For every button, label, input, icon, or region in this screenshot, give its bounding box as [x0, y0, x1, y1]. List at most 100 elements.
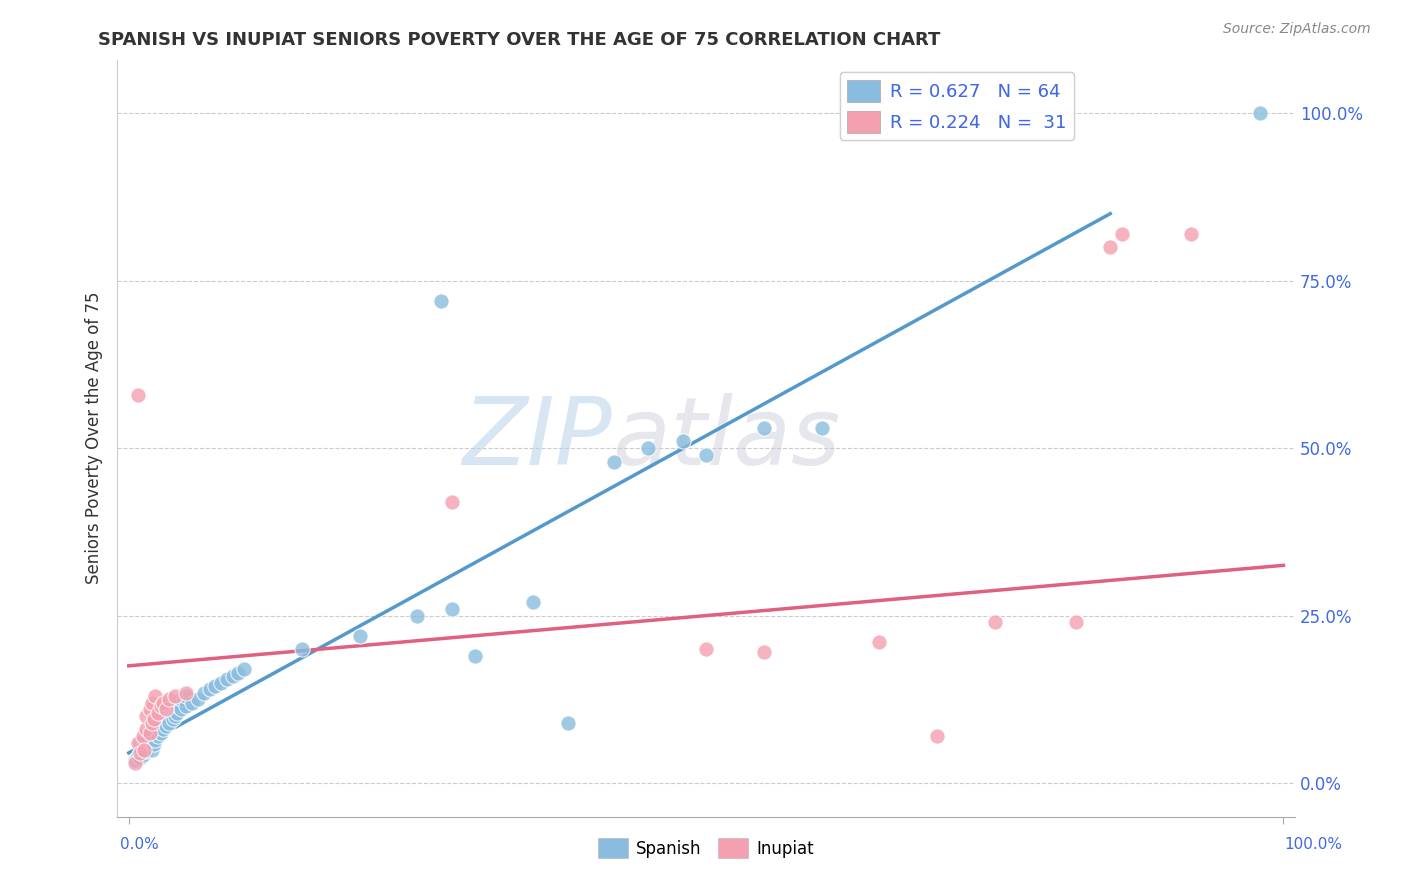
Point — [127, 749, 149, 764]
Point — [135, 744, 157, 758]
Point — [135, 709, 157, 723]
Point — [167, 698, 190, 713]
Point — [152, 723, 174, 737]
Point — [143, 737, 166, 751]
Point — [209, 675, 232, 690]
Point — [141, 732, 163, 747]
Point — [752, 645, 775, 659]
Point — [150, 715, 173, 730]
Point — [156, 710, 179, 724]
Point — [1249, 106, 1271, 120]
Point — [146, 706, 169, 720]
Point — [143, 732, 166, 747]
Y-axis label: Seniors Poverty Over the Age of 75: Seniors Poverty Over the Age of 75 — [86, 292, 103, 584]
Point — [925, 729, 948, 743]
Point — [221, 669, 243, 683]
Text: Source: ZipAtlas.com: Source: ZipAtlas.com — [1223, 22, 1371, 37]
Point — [233, 662, 256, 676]
Point — [157, 692, 180, 706]
Point — [429, 293, 451, 308]
Point — [464, 648, 486, 663]
Point — [141, 723, 163, 737]
Point — [441, 494, 464, 508]
Point — [146, 729, 169, 743]
Point — [141, 715, 163, 730]
Point — [143, 715, 166, 730]
Point — [127, 736, 149, 750]
Point — [215, 672, 238, 686]
Point — [181, 696, 204, 710]
Point — [672, 434, 695, 449]
Point — [163, 709, 186, 723]
Point — [131, 747, 153, 762]
Point — [198, 682, 221, 697]
Point — [138, 702, 160, 716]
Point — [138, 726, 160, 740]
Point — [129, 746, 152, 760]
Point — [157, 715, 180, 730]
Text: SPANISH VS INUPIAT SENIORS POVERTY OVER THE AGE OF 75 CORRELATION CHART: SPANISH VS INUPIAT SENIORS POVERTY OVER … — [98, 31, 941, 49]
Point — [170, 692, 193, 706]
Point — [406, 608, 429, 623]
Point — [157, 702, 180, 716]
Point — [176, 689, 198, 703]
Point — [522, 595, 544, 609]
Point — [155, 719, 177, 733]
Point — [150, 698, 173, 713]
Point — [143, 728, 166, 742]
Point — [1099, 240, 1122, 254]
Point — [138, 726, 160, 740]
Point — [143, 713, 166, 727]
Point — [204, 679, 226, 693]
Point — [131, 732, 153, 747]
Point — [193, 685, 215, 699]
Point — [124, 756, 146, 770]
Point — [176, 685, 198, 699]
Point — [1064, 615, 1087, 630]
Text: atlas: atlas — [612, 392, 841, 483]
Point — [135, 729, 157, 743]
Point — [176, 698, 198, 713]
Point — [695, 448, 717, 462]
Point — [135, 723, 157, 737]
Point — [124, 753, 146, 767]
Point — [752, 421, 775, 435]
Point — [141, 696, 163, 710]
Text: 100.0%: 100.0% — [1285, 837, 1343, 852]
Point — [228, 665, 250, 680]
Point — [868, 635, 890, 649]
Point — [170, 702, 193, 716]
Point — [146, 719, 169, 733]
Point — [129, 750, 152, 764]
Point — [138, 736, 160, 750]
Legend: R = 0.627   N = 64, R = 0.224   N =  31: R = 0.627 N = 64, R = 0.224 N = 31 — [839, 72, 1074, 140]
Point — [984, 615, 1007, 630]
Point — [132, 742, 155, 756]
Point — [152, 696, 174, 710]
Point — [150, 726, 173, 740]
Point — [129, 736, 152, 750]
Point — [152, 713, 174, 727]
Point — [131, 729, 153, 743]
Text: 0.0%: 0.0% — [120, 837, 159, 852]
Point — [132, 739, 155, 754]
Point — [441, 602, 464, 616]
Point — [138, 739, 160, 754]
Point — [155, 702, 177, 716]
Point — [127, 387, 149, 401]
Point — [141, 742, 163, 756]
Point — [637, 441, 659, 455]
Point — [1111, 227, 1133, 241]
Point — [1180, 227, 1202, 241]
Point — [166, 706, 188, 720]
Point — [143, 689, 166, 703]
Point — [162, 713, 184, 727]
Point — [603, 454, 626, 468]
Point — [695, 642, 717, 657]
Point — [163, 689, 186, 703]
Point — [187, 692, 209, 706]
Point — [146, 709, 169, 723]
Point — [349, 629, 371, 643]
Point — [810, 421, 832, 435]
Point — [291, 642, 314, 657]
